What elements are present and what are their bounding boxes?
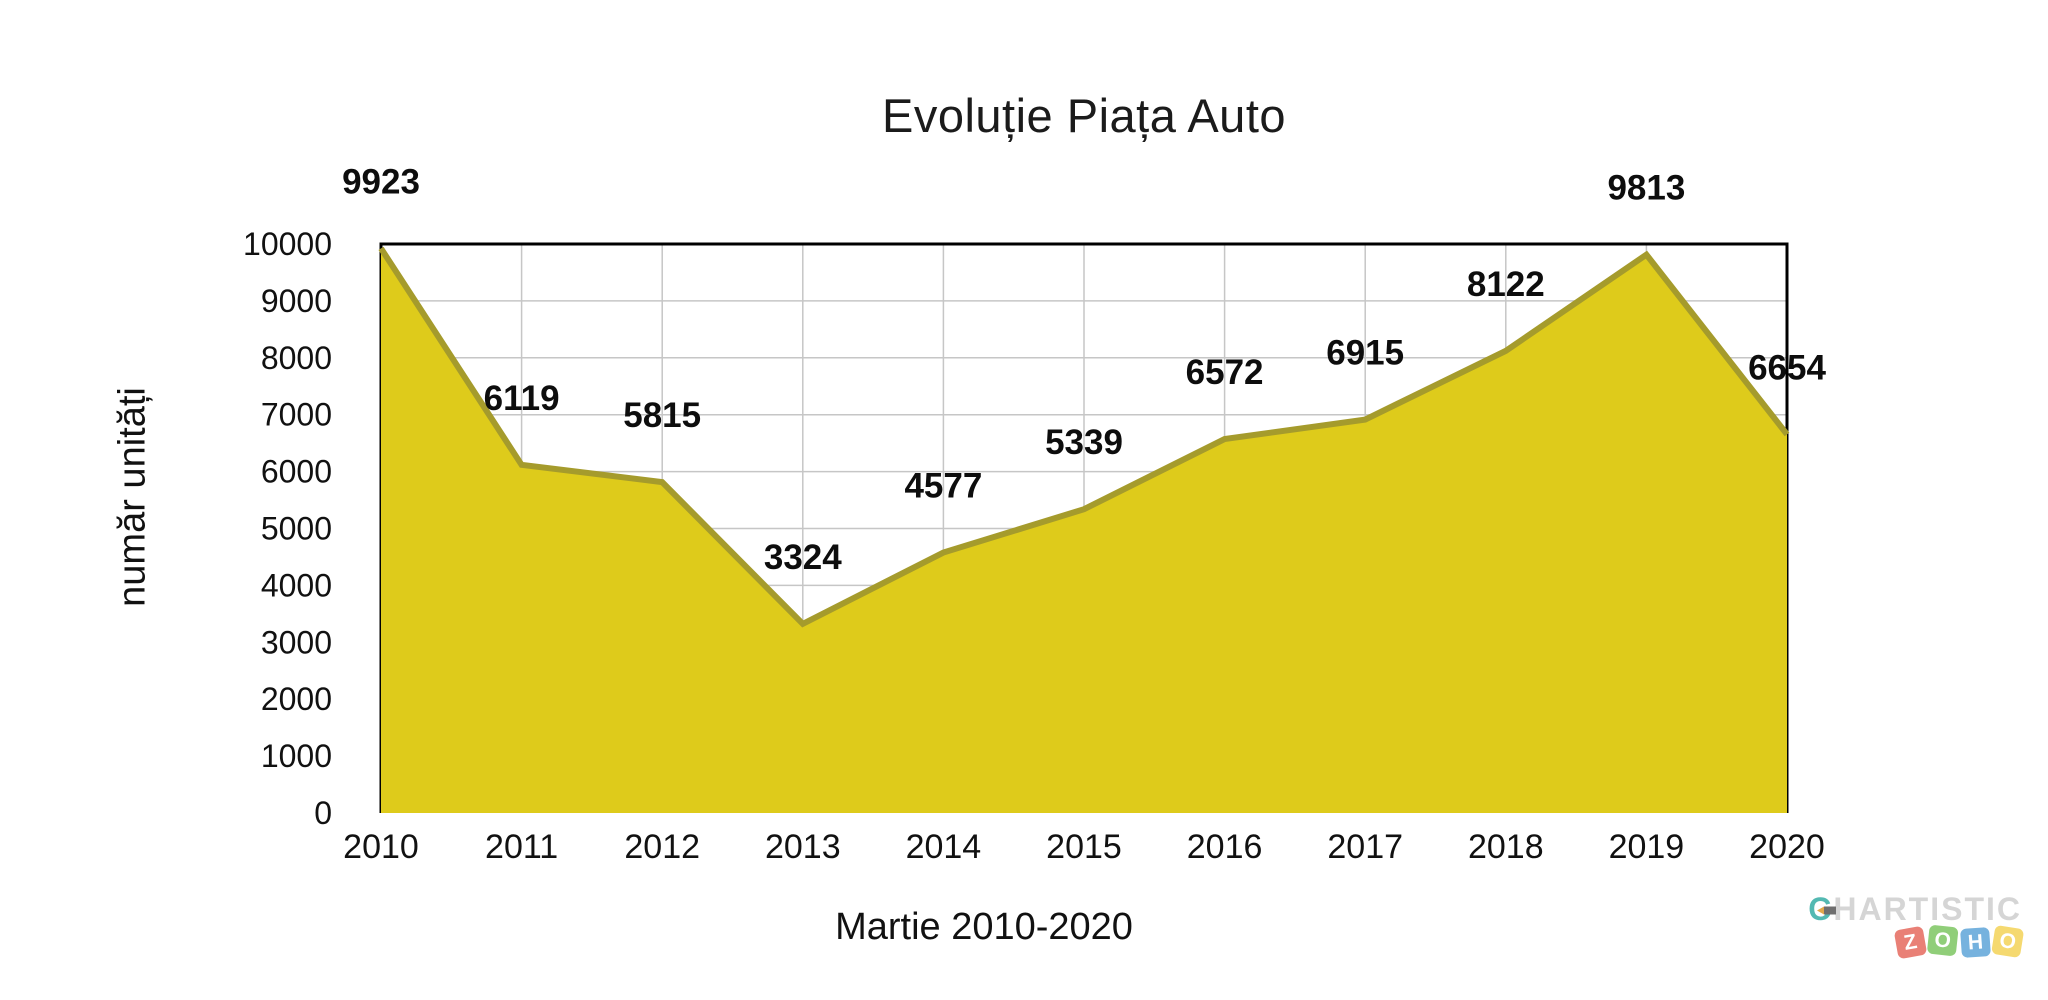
zoho-letter-block: O <box>1926 924 1959 957</box>
chartistic-text: HARTISTIC <box>1833 891 2022 927</box>
x-tick-label: 2017 <box>1327 828 1403 866</box>
data-label: 6654 <box>1748 348 1826 387</box>
chartistic-c-pencil-icon: C <box>1808 893 1837 925</box>
area-series <box>381 248 1787 814</box>
x-tick-label: 2014 <box>906 828 982 866</box>
data-label: 3324 <box>764 538 842 577</box>
data-label: 8122 <box>1467 265 1545 304</box>
x-tick-label: 2010 <box>343 828 419 866</box>
y-tick-label: 1000 <box>261 738 332 774</box>
data-label: 5339 <box>1045 423 1123 462</box>
y-axis-title: număr unități <box>111 387 154 607</box>
x-tick-label: 2013 <box>765 828 841 866</box>
data-label: 6915 <box>1326 334 1404 373</box>
x-tick-label: 2020 <box>1749 828 1825 866</box>
data-label: 9813 <box>1607 169 1685 208</box>
x-tick-label: 2018 <box>1468 828 1544 866</box>
data-label: 5815 <box>623 396 701 435</box>
chartistic-logo: C HARTISTIC <box>1808 893 2022 925</box>
zoho-letter-block: H <box>1959 927 1991 958</box>
zoho-letter-block: Z <box>1893 925 1927 960</box>
data-label: 4577 <box>904 467 982 506</box>
data-label: 9923 <box>342 162 420 201</box>
y-tick-label: 4000 <box>261 567 332 603</box>
y-tick-label: 10000 <box>243 226 332 262</box>
y-tick-label: 9000 <box>261 283 332 319</box>
x-tick-label: 2012 <box>624 828 700 866</box>
y-tick-label: 8000 <box>261 340 332 376</box>
y-tick-label: 6000 <box>261 454 332 490</box>
x-tick-label: 2011 <box>485 828 558 866</box>
data-label: 6572 <box>1186 353 1264 392</box>
zoho-letter-block: O <box>1991 924 2025 959</box>
chart-title: Evoluție Piața Auto <box>881 89 1287 142</box>
y-tick-label: 2000 <box>261 681 332 717</box>
y-tick-label: 3000 <box>261 624 332 660</box>
x-tick-label: 2019 <box>1609 828 1685 866</box>
pencil-icon <box>1817 906 1837 915</box>
x-tick-label: 2015 <box>1046 828 1122 866</box>
y-tick-label: 5000 <box>261 511 332 547</box>
y-tick-label: 0 <box>314 795 332 831</box>
series-line <box>378 246 1790 628</box>
watermark: C HARTISTIC Z O H O <box>1808 893 2025 960</box>
y-tick-label: 7000 <box>261 397 332 433</box>
x-axis-title: Martie 2010-2020 <box>835 906 1133 948</box>
data-label: 6119 <box>484 379 560 418</box>
x-tick-label: 2016 <box>1187 828 1263 866</box>
zoho-logo: Z O H O <box>1808 924 2025 960</box>
